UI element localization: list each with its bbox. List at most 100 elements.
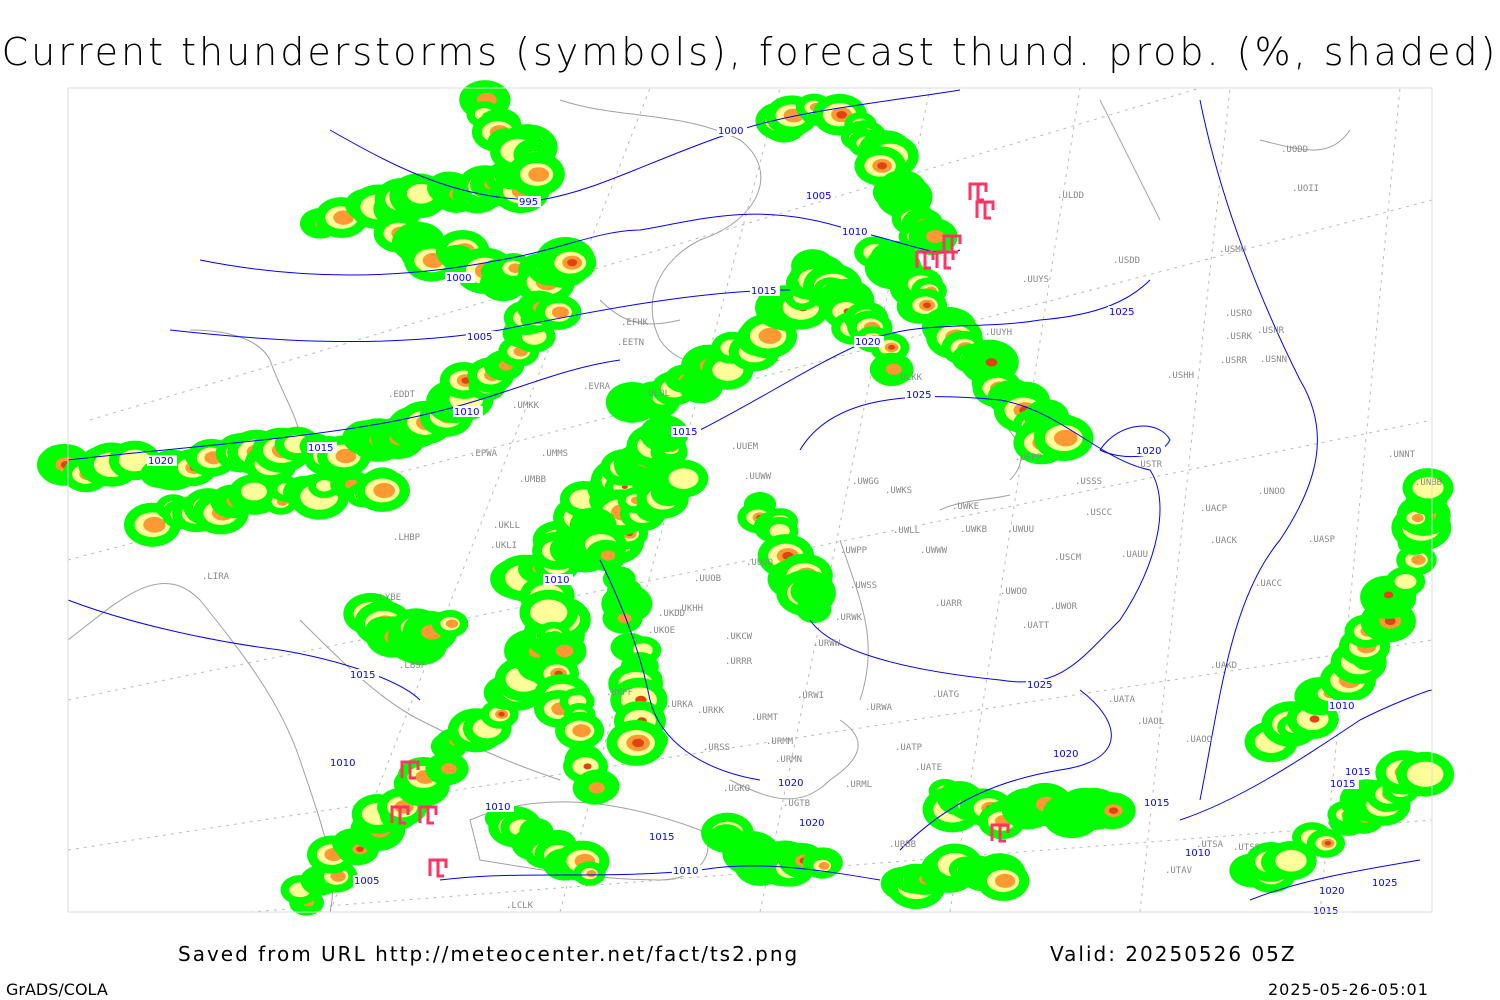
station-label: .UWUU: [1007, 525, 1034, 535]
isobar-label-bg: [854, 336, 884, 347]
software-credit: GrADS/COLA: [6, 980, 108, 999]
station-label: .UGKO: [723, 784, 750, 794]
source-url-text: Saved from URL http://meteocenter.net/fa…: [178, 942, 800, 966]
station-label: .UGTB: [783, 799, 810, 809]
station-label: .UTAV: [1165, 866, 1193, 876]
station-label: .UATT: [1022, 621, 1050, 631]
prob-high-area: [1411, 513, 1424, 523]
prob-high-area: [143, 516, 166, 533]
isobar-label: 1020: [1319, 886, 1344, 897]
station-label: .UUEM: [731, 442, 759, 452]
map-title: Current thunderstorms (symbols), forecas…: [1, 30, 1499, 74]
station-label: .USPP: [1015, 453, 1043, 463]
prob-max-area: [356, 846, 364, 852]
isobar-label: 1010: [1329, 701, 1354, 712]
prob-high-area: [600, 550, 616, 561]
station-label: .UNNT: [1388, 450, 1416, 460]
prob-max-area: [567, 259, 578, 267]
station-label: .URMN: [775, 755, 802, 765]
prob-max-area: [1384, 617, 1396, 626]
isobar-label: 1015: [672, 427, 697, 438]
station-label: .USHR: [1257, 326, 1285, 336]
grid-line: [1139, 87, 1231, 913]
isobar-label: 1010: [673, 866, 698, 877]
isobar-label-bg: [1318, 885, 1348, 896]
prob-high-area: [617, 613, 632, 624]
station-label: .EETN: [617, 338, 644, 348]
station-label: .UWKE: [952, 502, 979, 512]
station-label: .UATP: [895, 743, 923, 753]
isobar-label: 1000: [446, 273, 471, 284]
station-label: .ULDD: [1057, 191, 1084, 201]
station-label: .UUYH: [985, 328, 1012, 338]
isobar-label-bg: [1026, 679, 1056, 690]
station-label: .UKLL: [493, 521, 520, 531]
coastline: [839, 539, 869, 701]
station-label: .UOII: [1292, 184, 1319, 194]
isobar-label: 995: [519, 197, 538, 208]
station-label: .UATG: [932, 690, 959, 700]
station-label: .UNOO: [1258, 487, 1285, 497]
station-label: .ULOL: [643, 389, 670, 399]
station-label: .USRO: [1225, 309, 1252, 319]
isobar-label: 1020: [778, 778, 803, 789]
station-label: .UNBB: [1415, 478, 1442, 488]
prob-high-area: [758, 327, 782, 344]
isobar-label: 1005: [354, 876, 379, 887]
station-label: .EVRA: [583, 382, 611, 392]
isobar-label-bg: [905, 389, 935, 400]
prob-high-area: [528, 167, 550, 182]
station-label: .UWSS: [850, 581, 877, 591]
prob-mid-area: [1412, 477, 1444, 499]
station-label: .EPWA: [470, 449, 498, 459]
isobar-label-bg: [518, 196, 541, 207]
prob-mid-area: [668, 468, 699, 489]
station-label: .UKHH: [676, 604, 703, 614]
station-label: .UMKK: [512, 401, 540, 411]
isobar-label-bg: [1135, 445, 1165, 456]
isobar-label-bg: [777, 777, 807, 788]
prob-mid-area: [316, 480, 333, 492]
station-label: .UACP: [1200, 504, 1228, 514]
isobar-label: 1015: [751, 286, 776, 297]
thunderstorm-icon: [975, 200, 995, 220]
coastline: [559, 99, 781, 367]
generation-timestamp: 2025-05-26-05:01: [1268, 980, 1429, 999]
station-label: .URWA: [865, 703, 893, 713]
station-label: .URWI: [797, 691, 824, 701]
station-label: .UKFF: [606, 688, 633, 698]
station-label: .LHBP: [393, 533, 421, 543]
isobar-label: 1025: [1372, 878, 1397, 889]
grid-line: [67, 639, 1433, 851]
station-label: .UUYS: [1022, 275, 1049, 285]
grid-line: [329, 87, 651, 913]
coastlines: [67, 99, 1351, 913]
thunderstorm-symbol: [990, 823, 1010, 843]
thunderstorm-icon: [400, 760, 420, 780]
station-label: .UMBB: [519, 475, 546, 485]
station-label: .UWKB: [960, 525, 987, 535]
prob-high-area: [995, 873, 1016, 888]
station-label: .EDDT: [388, 390, 416, 400]
isobar-label-bg: [1312, 905, 1342, 916]
thunderstorm-icon: [418, 805, 438, 825]
prob-max-area: [985, 358, 998, 367]
station-label: .UKLI: [490, 541, 517, 551]
prob-mid-area: [118, 449, 151, 472]
isobar-label: 1000: [718, 126, 743, 137]
coastline: [599, 299, 681, 325]
isobar-line: [1179, 689, 1433, 821]
isobar-label-bg: [1108, 306, 1138, 317]
isobar-label: 1010: [330, 758, 355, 769]
station-label: .UASP: [1308, 535, 1336, 545]
coastline: [1259, 129, 1351, 151]
prob-high-area: [551, 306, 569, 319]
station-label: .UKDD: [658, 609, 685, 619]
prob-mid-area: [240, 482, 267, 501]
grid-line: [67, 419, 1433, 701]
isobar-label: 1010: [1185, 848, 1210, 859]
station-label: .UUOO: [746, 558, 773, 568]
station-label: .UWKS: [885, 486, 912, 496]
prob-high-area: [586, 870, 597, 878]
prob-mid-area: [1275, 849, 1307, 872]
